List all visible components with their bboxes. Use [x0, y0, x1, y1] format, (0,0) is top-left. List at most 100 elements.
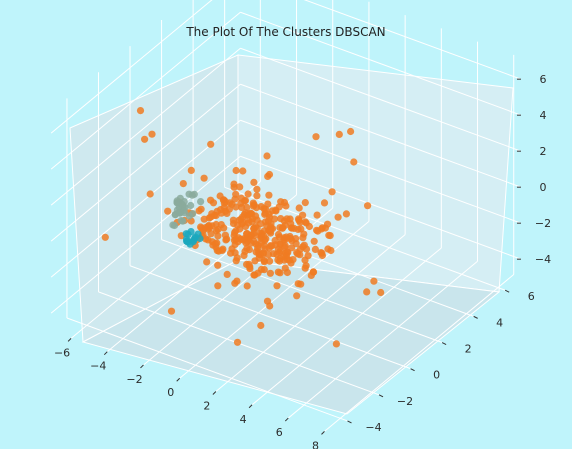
- data-point: [179, 180, 187, 188]
- x-tick-mark: [176, 377, 181, 382]
- x-tick-mark: [103, 351, 108, 356]
- data-point: [231, 195, 239, 203]
- data-point: [238, 203, 246, 211]
- data-point: [302, 262, 310, 270]
- data-point: [289, 256, 297, 264]
- x-tick-label: 2: [203, 400, 210, 413]
- data-point: [364, 202, 372, 210]
- data-point: [318, 249, 326, 257]
- data-point: [231, 240, 239, 249]
- series-0: [101, 107, 385, 348]
- data-point: [182, 230, 190, 238]
- data-point: [301, 199, 309, 207]
- data-point: [217, 206, 225, 214]
- y-tick-label: −4: [365, 421, 381, 434]
- data-point: [246, 263, 254, 271]
- x-tick-label: 0: [167, 386, 174, 399]
- data-point: [227, 249, 235, 257]
- data-point: [250, 229, 258, 237]
- x-tick-mark: [321, 430, 325, 435]
- z-tick-label: −4: [535, 253, 551, 266]
- data-point: [205, 224, 214, 232]
- data-point: [232, 203, 240, 211]
- data-point: [266, 302, 274, 310]
- data-point: [232, 166, 240, 175]
- data-point: [292, 235, 300, 243]
- data-point: [281, 264, 289, 272]
- data-point: [212, 220, 220, 229]
- data-point: [214, 261, 222, 269]
- data-point: [272, 206, 280, 214]
- grid-line-z: [50, 0, 213, 134]
- x-tick-mark: [284, 417, 289, 422]
- data-point: [312, 133, 320, 141]
- grid-line-y: [66, 317, 348, 422]
- data-point: [197, 198, 205, 206]
- data-point: [241, 247, 249, 255]
- y-tick-mark: [410, 368, 415, 372]
- data-point: [207, 140, 215, 148]
- data-point: [101, 233, 109, 241]
- grid-line-y: [224, 186, 506, 291]
- data-point: [223, 209, 231, 217]
- data-point: [203, 258, 211, 266]
- data-point: [274, 268, 282, 276]
- data-point: [350, 158, 358, 166]
- data-point: [335, 130, 343, 138]
- data-point: [279, 224, 287, 232]
- data-point: [320, 199, 329, 207]
- data-point: [326, 232, 334, 240]
- data-point: [244, 190, 252, 198]
- data-point: [266, 257, 274, 265]
- data-point: [310, 237, 318, 245]
- data-point: [197, 223, 205, 231]
- data-point: [304, 252, 312, 260]
- data-point: [243, 229, 251, 238]
- y-tick-mark: [378, 394, 384, 398]
- data-point: [244, 219, 252, 227]
- data-point: [265, 170, 274, 179]
- data-point: [221, 231, 229, 239]
- z-tick-label: 6: [539, 73, 546, 86]
- data-point: [280, 235, 288, 243]
- data-point: [311, 245, 319, 253]
- grid-line-x: [287, 260, 478, 419]
- data-point: [136, 107, 145, 115]
- data-point: [309, 268, 318, 276]
- data-point: [363, 288, 371, 296]
- x-tick-label: 4: [240, 413, 247, 426]
- data-point: [257, 321, 265, 330]
- series-1: [169, 190, 205, 230]
- data-point: [253, 192, 261, 200]
- pane-floor: [81, 259, 501, 415]
- grid-line-z: [50, 47, 241, 206]
- data-point: [251, 271, 259, 279]
- data-point: [263, 152, 271, 160]
- y-tick-label: 6: [528, 290, 535, 303]
- data-point: [332, 340, 340, 348]
- data-point: [282, 249, 290, 257]
- x-tick-mark: [67, 338, 72, 342]
- z-tick-label: 4: [539, 109, 546, 122]
- data-point: [323, 220, 332, 228]
- chart-title: The Plot Of The Clusters DBSCAN: [185, 25, 385, 39]
- data-point: [274, 256, 282, 264]
- data-point: [237, 194, 245, 202]
- grid-line-z: [50, 83, 241, 242]
- data-point: [242, 239, 250, 247]
- y-tick-label: 4: [496, 316, 503, 329]
- grid-line-z: [240, 11, 522, 116]
- data-point: [334, 213, 342, 221]
- x-tick-mark: [212, 391, 217, 395]
- x-tick-label: 8: [312, 439, 319, 449]
- data-point: [214, 232, 222, 240]
- grid-line-y: [129, 265, 411, 370]
- data-point: [280, 198, 289, 207]
- data-point: [219, 196, 227, 204]
- data-point: [286, 235, 295, 243]
- y-tick-mark: [347, 420, 352, 424]
- grid-line-y: [161, 239, 443, 343]
- grid-line-z: [50, 155, 241, 314]
- data-point: [195, 207, 203, 215]
